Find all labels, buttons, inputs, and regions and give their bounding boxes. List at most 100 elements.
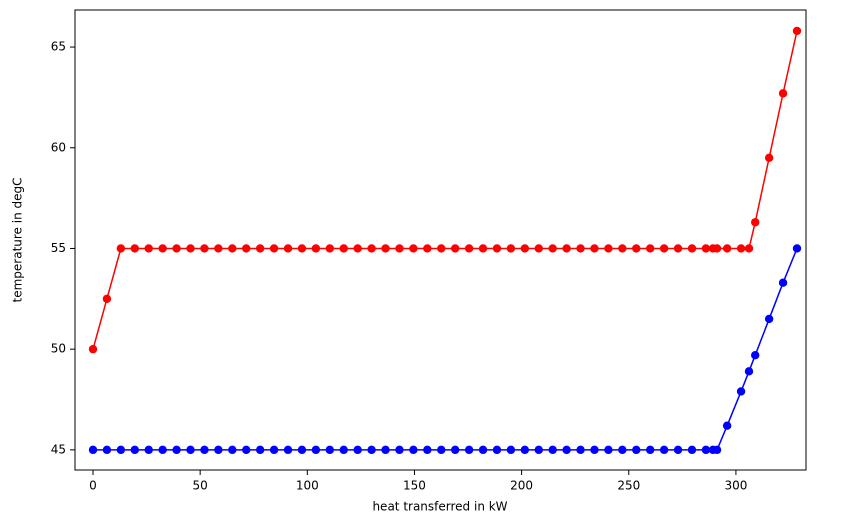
point [673,445,683,455]
point [506,445,516,455]
plot-frame [74,9,807,471]
point [632,445,641,455]
x-tick-label: 50 [193,479,208,493]
point [744,244,754,253]
point [297,445,307,455]
point [736,244,746,253]
point [381,244,390,253]
point [701,244,711,253]
point [687,244,697,253]
point [792,26,802,36]
point [102,294,112,304]
point [325,244,335,253]
point [228,445,237,455]
series-line [92,30,798,350]
point [395,244,404,253]
point [437,445,446,455]
point [367,244,376,253]
point [687,445,697,455]
point [712,244,722,253]
point [269,445,279,455]
series-line [93,248,798,451]
point [409,445,418,455]
point [736,387,746,396]
point [353,244,362,253]
point [214,445,223,455]
point [618,244,627,253]
point [764,153,774,163]
point [353,445,362,455]
point [618,445,627,455]
point [255,445,265,455]
point [562,244,571,253]
point [478,244,488,253]
y-tick-label: 45 [51,442,66,456]
point [144,445,153,455]
point [590,445,599,455]
point [158,244,167,253]
point [186,244,195,253]
point [228,244,237,253]
point [116,445,126,455]
point [534,244,543,253]
point [200,244,209,253]
point [534,445,543,455]
point [722,244,732,253]
point [604,445,613,455]
point [395,445,404,455]
point [604,244,613,253]
point [339,244,348,253]
point [792,244,802,253]
point [645,445,655,455]
point [632,244,641,253]
point [590,244,599,253]
point [673,244,683,253]
point [751,218,760,227]
point [158,445,167,455]
y-tick-label: 65 [51,40,66,54]
point [778,89,788,98]
x-tick-label: 200 [510,479,533,493]
point [172,445,181,455]
y-tick-label: 55 [51,241,66,255]
point [130,445,139,455]
point [562,445,571,455]
point [492,244,502,253]
point [520,244,530,253]
point [506,244,516,253]
point [339,445,348,455]
point [548,445,557,455]
point [464,445,474,455]
x-axis-label: heat transferred in kW [372,500,507,514]
point [381,445,390,455]
point [744,367,754,376]
point [450,244,460,253]
point [437,244,446,253]
point [464,244,474,253]
point [102,445,112,455]
point [409,244,418,253]
point [450,445,460,455]
point [751,351,760,360]
point [576,244,585,253]
point [778,278,788,287]
point [701,445,711,455]
point [242,244,251,253]
point [88,445,98,455]
point [520,445,530,455]
point [88,344,98,354]
x-tick-label: 150 [403,479,426,493]
point [722,421,732,430]
point [423,445,432,455]
point [712,445,722,455]
point [548,244,557,253]
point [269,244,279,253]
point [764,314,774,324]
x-tick-label: 100 [296,479,319,493]
point [367,445,376,455]
point [297,244,307,253]
point [659,445,669,455]
point [576,445,585,455]
point [144,244,153,253]
